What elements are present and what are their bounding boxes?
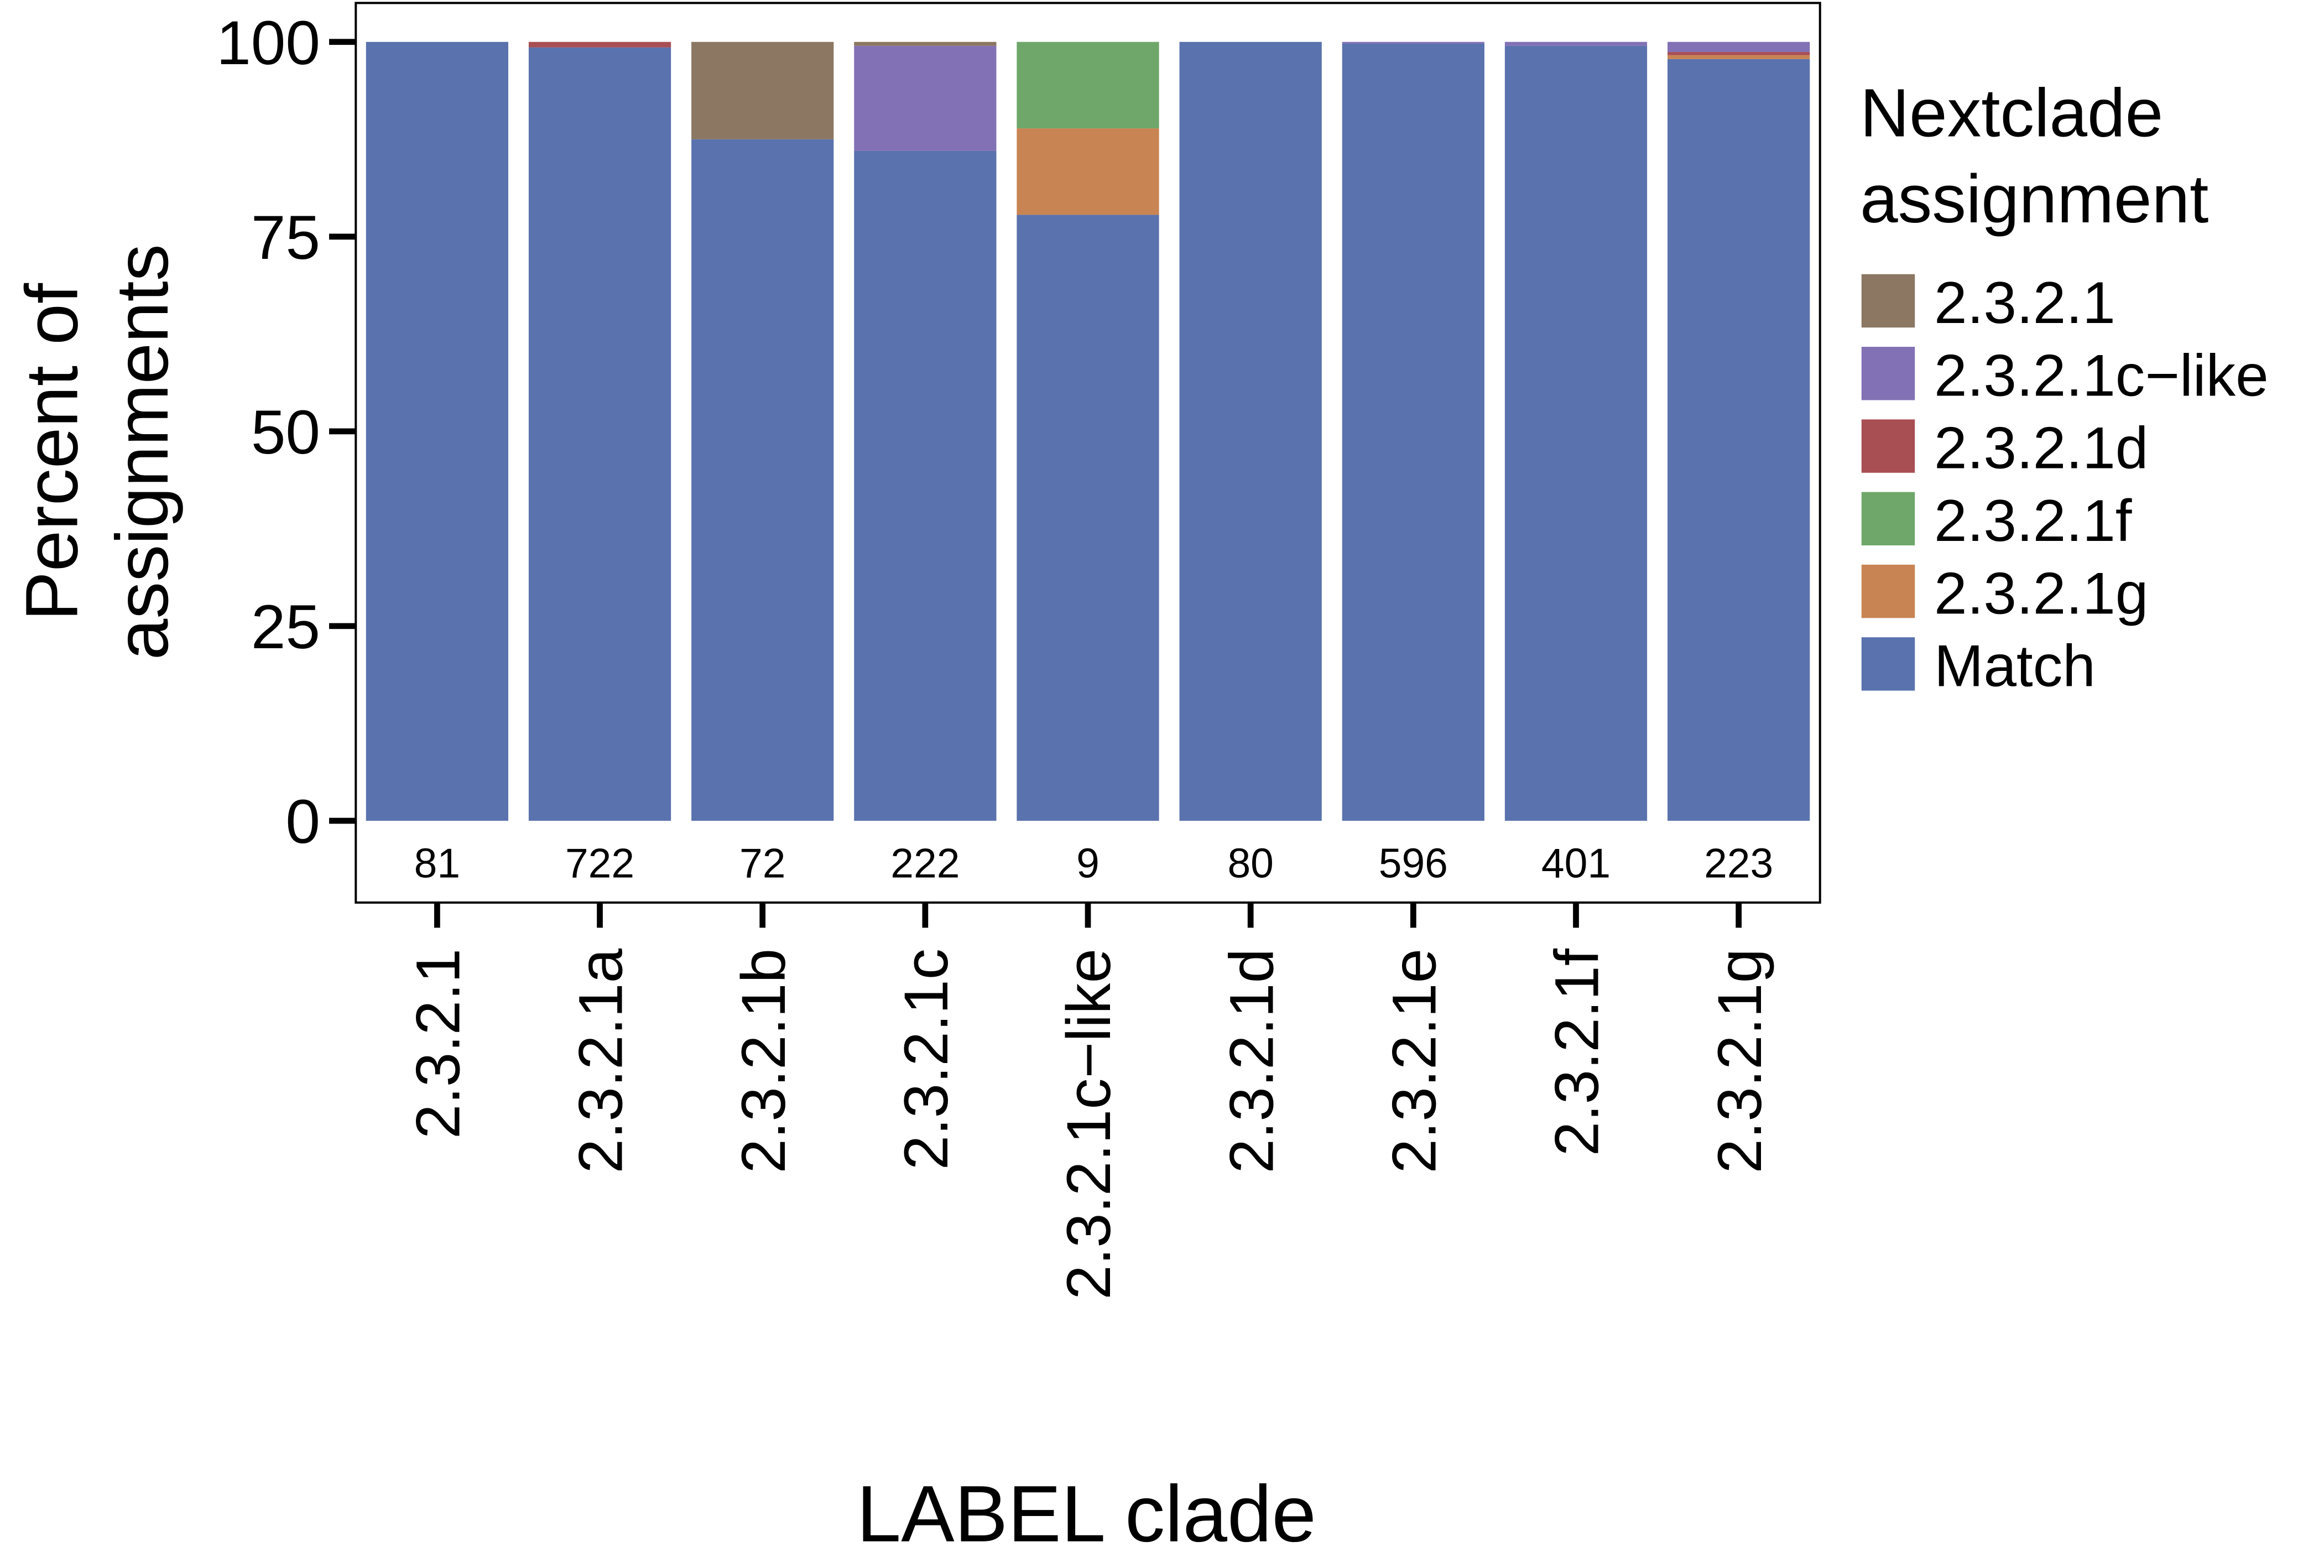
x-tick-label: 2.3.2.1c bbox=[891, 949, 961, 1170]
x-tick-label: 2.3.2.1 bbox=[403, 949, 473, 1139]
legend-key bbox=[1861, 564, 1915, 618]
x-tick-label: 2.3.2.1d bbox=[1216, 949, 1286, 1174]
x-tick-label: 2.3.2.1c−like bbox=[1054, 949, 1123, 1300]
count-label: 72 bbox=[739, 840, 785, 886]
y-axis-title: Percent of bbox=[11, 283, 93, 621]
bar-segment bbox=[1668, 59, 1810, 821]
legend-label: Match bbox=[1934, 633, 2096, 699]
count-label: 9 bbox=[1076, 840, 1100, 886]
x-tick-label: 2.3.2.1b bbox=[728, 949, 798, 1174]
legend-title: Nextclade bbox=[1860, 75, 2163, 152]
y-tick-label: 100 bbox=[216, 8, 320, 77]
count-label: 80 bbox=[1227, 840, 1273, 886]
bar-segment bbox=[1342, 43, 1484, 821]
x-tick-label: 2.3.2.1g bbox=[1705, 949, 1774, 1174]
x-axis-title: LABEL clade bbox=[857, 1469, 1316, 1559]
bar-segment bbox=[1179, 41, 1322, 821]
y-tick-label: 50 bbox=[251, 397, 320, 467]
bar-segment bbox=[1017, 41, 1159, 129]
count-label: 401 bbox=[1541, 840, 1611, 886]
bar-segment bbox=[854, 45, 997, 151]
legend-label: 2.3.2.1 bbox=[1934, 269, 2115, 336]
legend-label: 2.3.2.1f bbox=[1934, 487, 2132, 554]
bar-segment bbox=[1017, 215, 1159, 821]
bar-segment bbox=[854, 41, 997, 46]
legend-key bbox=[1861, 637, 1915, 691]
bar-segment bbox=[1017, 128, 1159, 215]
bar-segment bbox=[691, 41, 834, 139]
count-label: 223 bbox=[1704, 840, 1773, 886]
bar-segment bbox=[528, 47, 671, 821]
count-label: 596 bbox=[1379, 840, 1448, 886]
x-tick-label: 2.3.2.1f bbox=[1542, 948, 1612, 1156]
bar-segment bbox=[1668, 55, 1810, 59]
bar-segment bbox=[691, 139, 834, 821]
legend-label: 2.3.2.1d bbox=[1934, 415, 2148, 481]
legend-label: 2.3.2.1c−like bbox=[1934, 342, 2269, 408]
x-tick-label: 2.3.2.1a bbox=[566, 949, 635, 1174]
y-axis-title: assignments bbox=[101, 244, 184, 660]
bar-segment bbox=[1342, 41, 1484, 44]
legend-key bbox=[1861, 347, 1915, 400]
bar-segment bbox=[366, 41, 509, 821]
x-tick-label: 2.3.2.1e bbox=[1379, 949, 1449, 1174]
legend-label: 2.3.2.1g bbox=[1934, 560, 2148, 626]
bar-segment bbox=[1504, 41, 1648, 46]
bar-segment bbox=[1668, 41, 1810, 53]
bar-segment bbox=[528, 41, 671, 48]
y-tick-label: 0 bbox=[285, 786, 320, 856]
count-label: 722 bbox=[565, 840, 634, 886]
y-tick-label: 75 bbox=[251, 202, 320, 272]
legend-key bbox=[1861, 274, 1915, 328]
count-label: 81 bbox=[414, 840, 460, 886]
y-tick-label: 25 bbox=[251, 592, 320, 661]
bar-segment bbox=[1504, 45, 1648, 821]
count-label: 222 bbox=[890, 840, 960, 886]
legend-key bbox=[1861, 419, 1915, 473]
bar-segment bbox=[1668, 52, 1810, 55]
legend-title: assignment bbox=[1860, 161, 2208, 237]
legend-key bbox=[1861, 492, 1915, 546]
bar-segment bbox=[854, 150, 997, 821]
